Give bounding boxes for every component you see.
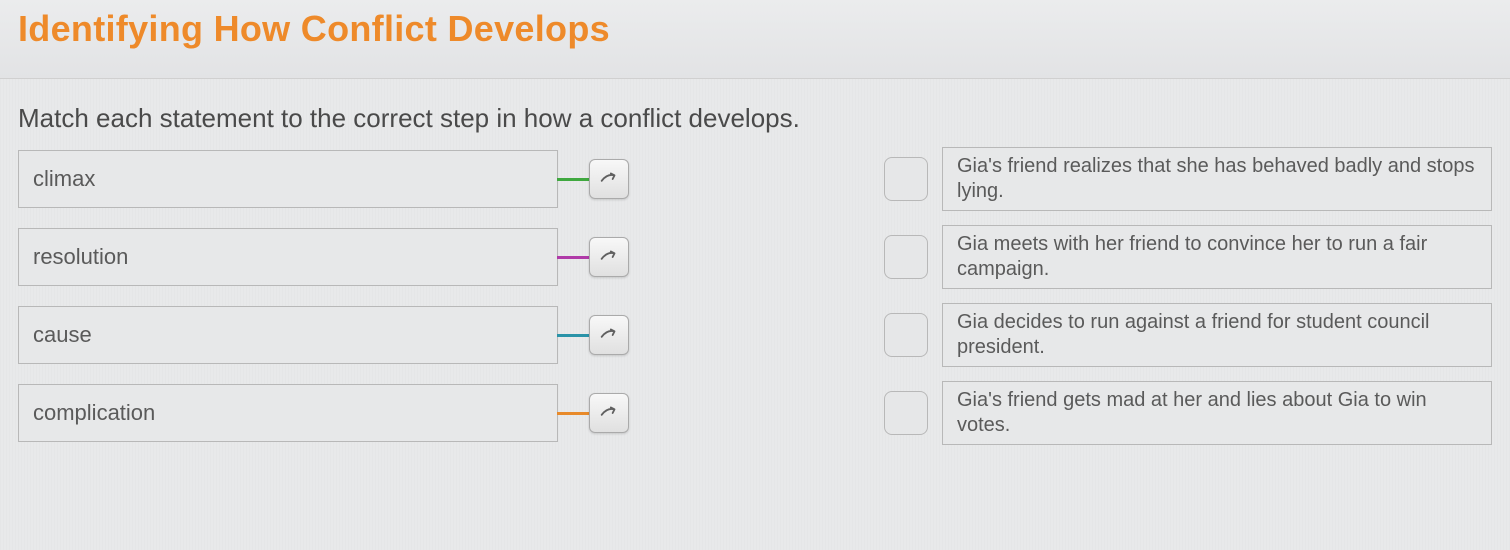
match-row: resolution Gia meets with her friend to … <box>18 228 1492 286</box>
match-row: complication Gia's friend gets mad at he… <box>18 384 1492 442</box>
page-title: Identifying How Conflict Develops <box>18 8 1492 50</box>
statement-text: Gia meets with her friend to convince he… <box>957 232 1477 282</box>
connector-line <box>557 334 589 337</box>
term-label: cause <box>33 322 92 348</box>
term-box-climax[interactable]: climax <box>18 150 558 208</box>
instruction-text: Match each statement to the correct step… <box>18 103 1492 134</box>
connector-line <box>557 412 589 415</box>
statement-box[interactable]: Gia decides to run against a friend for … <box>942 303 1492 367</box>
arrow-button[interactable] <box>589 237 629 277</box>
statement-box[interactable]: Gia meets with her friend to convince he… <box>942 225 1492 289</box>
statement-text: Gia's friend gets mad at her and lies ab… <box>957 388 1477 438</box>
drop-target[interactable] <box>884 391 928 435</box>
term-box-complication[interactable]: complication <box>18 384 558 442</box>
drop-target[interactable] <box>884 235 928 279</box>
drop-target[interactable] <box>884 157 928 201</box>
header: Identifying How Conflict Develops <box>0 0 1510 79</box>
content-area: Match each statement to the correct step… <box>0 79 1510 460</box>
arrow-button[interactable] <box>589 393 629 433</box>
connector-line <box>557 178 589 181</box>
statement-text: Gia's friend realizes that she has behav… <box>957 154 1477 204</box>
arrow-right-icon <box>598 168 620 190</box>
match-row: climax Gia's friend realizes that she ha… <box>18 150 1492 208</box>
arrow-right-icon <box>598 324 620 346</box>
drop-target[interactable] <box>884 313 928 357</box>
statement-box[interactable]: Gia's friend realizes that she has behav… <box>942 147 1492 211</box>
statement-box[interactable]: Gia's friend gets mad at her and lies ab… <box>942 381 1492 445</box>
term-label: resolution <box>33 244 128 270</box>
term-label: climax <box>33 166 95 192</box>
term-box-resolution[interactable]: resolution <box>18 228 558 286</box>
statement-text: Gia decides to run against a friend for … <box>957 310 1477 360</box>
term-label: complication <box>33 400 155 426</box>
connector-line <box>557 256 589 259</box>
arrow-right-icon <box>598 402 620 424</box>
match-row: cause Gia decides to run against a frien… <box>18 306 1492 364</box>
arrow-right-icon <box>598 246 620 268</box>
matching-area: climax Gia's friend realizes that she ha… <box>18 150 1492 442</box>
arrow-button[interactable] <box>589 315 629 355</box>
term-box-cause[interactable]: cause <box>18 306 558 364</box>
arrow-button[interactable] <box>589 159 629 199</box>
